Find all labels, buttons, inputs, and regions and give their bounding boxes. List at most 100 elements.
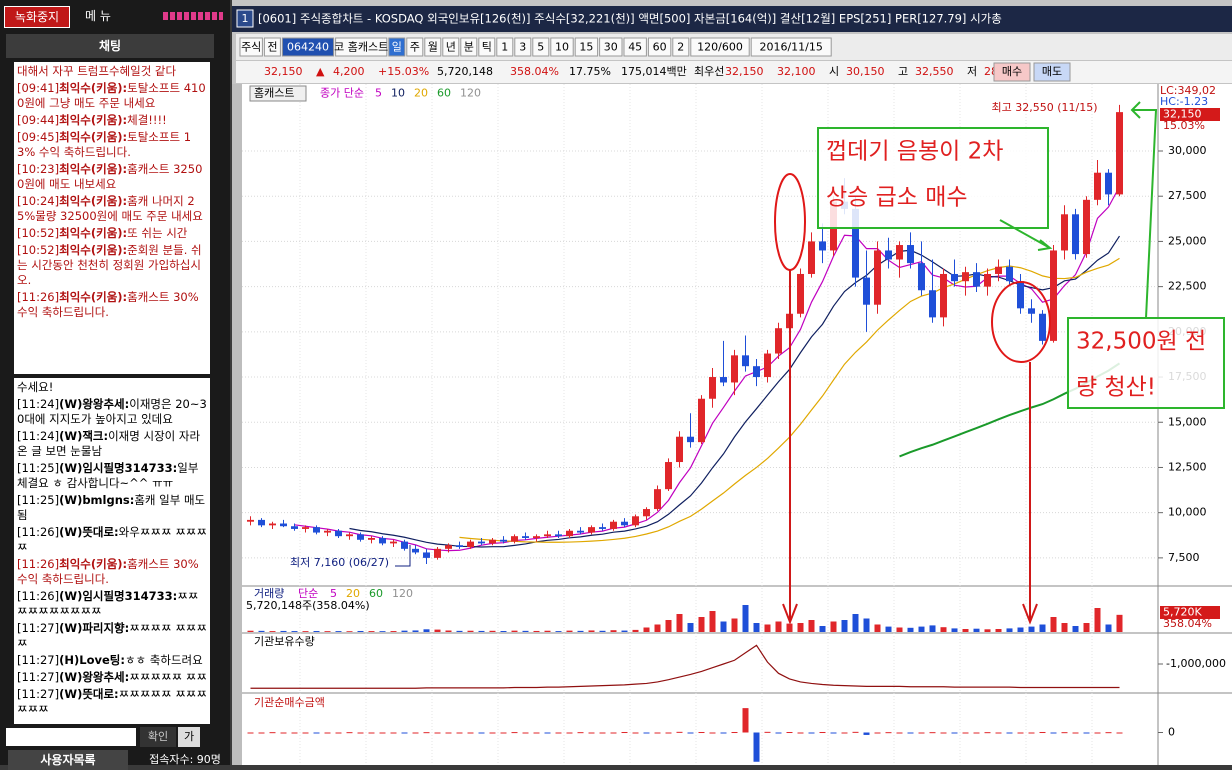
chat-message: [11:27](W)왕왕추세:ㅉㅉㅉㅉㅉ ㅉㅉ (17, 670, 207, 685)
message-time: [10:52] (17, 243, 60, 257)
toolbar-button[interactable] (647, 37, 672, 57)
record-button[interactable]: 녹화중지 (4, 6, 70, 28)
candle-body (302, 527, 309, 529)
info-value: 32,150 (725, 65, 764, 78)
sell-button[interactable] (1033, 62, 1071, 82)
toolbar-button[interactable] (496, 37, 514, 57)
net-buy-bar (918, 732, 925, 734)
net-buy-bar (577, 732, 584, 734)
font-button[interactable]: 가 (178, 727, 200, 747)
toolbar-label: 분 (464, 41, 474, 54)
candle-body (456, 545, 463, 548)
toolbar-button[interactable] (623, 37, 647, 57)
candle-body (247, 519, 254, 522)
toolbar-button[interactable] (388, 37, 406, 57)
candle-body (709, 377, 716, 399)
volume-bar (390, 631, 397, 632)
toolbar-label: 2 (677, 41, 684, 54)
net-buy-bar (742, 708, 749, 733)
message-author: (W)왕왕추세: (59, 670, 130, 684)
net-buy-bar (940, 732, 947, 734)
toolbar-button[interactable] (424, 37, 442, 57)
message-text: 홈캐스트 30% 수익 축하드립니다. (17, 290, 199, 319)
chat-tab[interactable]: 채팅 (6, 34, 214, 58)
callout-text: 32,500원 전 (1076, 329, 1206, 355)
message-time: [11:26] (17, 557, 60, 571)
message-author: (W)뜻대로: (59, 687, 119, 701)
volume-bar (819, 626, 826, 632)
message-text: 준회원 분들. 쉬는 시간동안 천천히 정회원 가입하십시오. (17, 243, 202, 287)
candle-body (1094, 172, 1101, 200)
candle-body (588, 527, 595, 533)
menu-button[interactable]: 메 뉴 (85, 9, 111, 23)
net-buy-bar (588, 732, 595, 734)
message-text: 홈캐스트 30% 수익 축하드립니다. (17, 557, 199, 586)
volume-bar (907, 627, 914, 632)
toolbar-button[interactable] (239, 37, 263, 57)
volume-bar (1006, 628, 1013, 632)
toolbar-button[interactable] (599, 37, 623, 57)
y-tick-label: 25,000 (1168, 234, 1207, 247)
high-annotation: 최고 32,550 (11/15) (991, 101, 1097, 114)
candle-body (775, 328, 782, 354)
callout-pointer (999, 219, 1053, 251)
message-author: (W)파리지향: (59, 621, 130, 635)
volume-bar (247, 630, 254, 632)
candle-body (291, 526, 298, 529)
volume-bar (1072, 626, 1079, 632)
message-text: 와우ㅉㅉㅉ ㅉㅉㅉㅉ (17, 525, 207, 554)
toolbar-button[interactable] (478, 37, 496, 57)
toolbar-button[interactable] (442, 37, 460, 57)
volume-bar (577, 630, 584, 632)
volume-bar (1050, 617, 1057, 632)
y-tick-label: 12,500 (1168, 460, 1207, 473)
buy-button[interactable] (993, 62, 1031, 82)
message-text: ㅉㅉㅉㅉㅉ ㅉㅉ (129, 670, 207, 684)
toolbar-button[interactable] (532, 37, 550, 57)
candle-body (940, 273, 947, 318)
user-list-tab[interactable]: 사용자목록 (8, 750, 128, 770)
toolbar-button[interactable] (406, 37, 424, 57)
message-time: [10:23] (17, 162, 60, 176)
volume-bar (841, 620, 848, 632)
volume-bar (764, 624, 771, 632)
net-buy-bar (797, 732, 804, 734)
toolbar-button[interactable] (263, 37, 281, 57)
y-tick-label: 15,000 (1168, 415, 1207, 428)
volume-bar (962, 629, 969, 632)
toolbar-label: 년 (446, 41, 456, 54)
candle-body (445, 545, 452, 549)
message-time: [11:26] (17, 589, 60, 603)
toolbar-button[interactable] (514, 37, 532, 57)
toolbar-button[interactable] (672, 37, 690, 57)
volume-bar (1039, 624, 1046, 632)
toolbar-button[interactable] (335, 37, 388, 57)
toolbar-button[interactable] (550, 37, 574, 57)
net-buy-bar (731, 732, 738, 734)
chat-input[interactable] (6, 728, 136, 746)
message-text: 토탈소프트 4100원에 그냥 매도 주문 내세요 (17, 81, 206, 110)
toolbar-button[interactable] (690, 37, 750, 57)
volume-bar (951, 628, 958, 632)
net-buy-bar (258, 732, 265, 734)
low-arrow (395, 545, 411, 567)
message-text: ㅉㅉㅉㅉㅉㅉㅉㅉㅉㅉ (17, 589, 199, 618)
info-value: 175,014백만 (621, 65, 687, 78)
toolbar-button[interactable] (281, 37, 335, 57)
holdings-line (250, 644, 1120, 689)
message-time: [11:24] (17, 429, 60, 443)
volume-bar (478, 630, 485, 632)
message-time: [11:27] (17, 670, 60, 684)
toolbar-label: 15 (579, 41, 593, 54)
net-buy-bar (434, 732, 441, 734)
toolbar-button[interactable] (574, 37, 599, 57)
toolbar-button[interactable] (750, 37, 832, 57)
volume-bar (632, 629, 639, 632)
confirm-button[interactable]: 확인 (140, 727, 176, 747)
stock-name: 홈캐스트 (254, 86, 294, 100)
volume-bar (676, 614, 683, 632)
message-time: [09:44] (17, 113, 60, 127)
toolbar-button[interactable] (460, 37, 478, 57)
net-buy-bar (269, 732, 276, 734)
